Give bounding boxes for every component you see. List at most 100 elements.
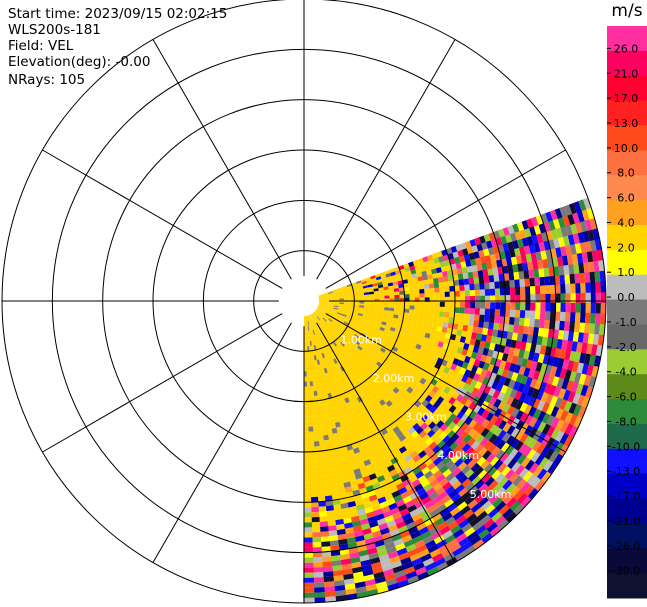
velocity-bin xyxy=(336,330,342,336)
velocity-bin xyxy=(313,334,317,340)
velocity-bin xyxy=(364,351,371,358)
velocity-bin xyxy=(321,325,326,331)
velocity-bin xyxy=(319,409,325,416)
velocity-bin xyxy=(307,406,312,412)
velocity-bin xyxy=(341,315,347,319)
velocity-bin xyxy=(345,465,354,472)
colorbar-tick-label: -4.0 xyxy=(615,366,636,379)
velocity-bin xyxy=(324,393,329,400)
velocity-bin xyxy=(421,433,431,443)
velocity-bin xyxy=(319,348,324,354)
velocity-bin xyxy=(453,279,460,287)
velocity-bin xyxy=(328,307,334,310)
velocity-bin xyxy=(354,473,363,480)
velocity-bin xyxy=(443,311,450,318)
velocity-bin xyxy=(389,295,395,299)
velocity-bin xyxy=(312,329,316,335)
velocity-bin xyxy=(309,476,317,483)
velocity-bin xyxy=(314,405,320,412)
velocity-bin xyxy=(324,298,330,300)
velocity-bin xyxy=(308,441,315,447)
velocity-bin xyxy=(313,344,317,351)
velocity-bin xyxy=(456,329,463,337)
velocity-bin xyxy=(461,361,469,370)
velocity-bin xyxy=(308,451,316,457)
colorbar-tick-label: -17.0 xyxy=(612,490,640,503)
velocity-bin xyxy=(467,271,474,279)
velocity-bin xyxy=(314,317,319,323)
velocity-bin xyxy=(344,343,351,350)
velocity-bin xyxy=(377,446,386,455)
velocity-bin xyxy=(347,433,355,440)
velocity-bin xyxy=(328,338,333,344)
velocity-bin xyxy=(361,316,368,320)
velocity-bin xyxy=(473,314,480,322)
velocity-bin xyxy=(367,339,374,345)
velocity-bin xyxy=(336,313,342,317)
velocity-bin xyxy=(363,305,370,309)
velocity-bin xyxy=(321,383,327,390)
velocity-bin xyxy=(373,288,379,292)
velocity-bin xyxy=(379,451,389,459)
velocity-bin xyxy=(312,313,317,318)
velocity-bin xyxy=(455,244,463,252)
velocity-bin xyxy=(350,426,358,434)
velocity-bin xyxy=(304,321,306,327)
velocity-bin xyxy=(334,333,340,339)
velocity-bin xyxy=(322,316,328,321)
velocity-bin xyxy=(369,393,377,401)
velocity-bin xyxy=(391,320,398,326)
velocity-bin xyxy=(322,308,328,312)
velocity-bin xyxy=(409,265,416,271)
velocity-bin xyxy=(333,293,339,296)
velocity-bin xyxy=(333,346,339,352)
velocity-bin xyxy=(327,290,333,294)
velocity-bin xyxy=(343,455,351,463)
velocity-bin xyxy=(324,340,329,347)
velocity-bin xyxy=(343,294,350,298)
velocity-bin xyxy=(475,257,482,266)
velocity-bin xyxy=(333,291,339,294)
velocity-bin xyxy=(449,291,455,298)
velocity-bin xyxy=(401,376,409,384)
velocity-bin xyxy=(408,261,415,268)
velocity-bin xyxy=(310,396,315,402)
velocity-bin xyxy=(323,409,329,415)
velocity-bin xyxy=(351,415,359,423)
velocity-bin xyxy=(326,350,331,357)
velocity-bin xyxy=(462,248,469,256)
velocity-bin xyxy=(389,304,395,309)
velocity-bin xyxy=(344,350,350,357)
velocity-bin xyxy=(352,375,359,382)
velocity-bin xyxy=(315,323,319,329)
velocity-bin xyxy=(333,305,339,308)
velocity-bin xyxy=(314,360,318,366)
colorbar-tick-label: 10.0 xyxy=(614,142,639,155)
velocity-bin xyxy=(386,276,393,281)
velocity-bin xyxy=(365,321,371,327)
velocity-bin xyxy=(465,259,472,268)
velocity-bin xyxy=(470,365,479,374)
velocity-bin xyxy=(316,481,324,487)
velocity-bin xyxy=(332,288,338,292)
velocity-bin xyxy=(323,303,329,306)
velocity-bin xyxy=(321,352,326,359)
velocity-bin xyxy=(311,416,317,422)
velocity-bin xyxy=(477,327,484,335)
velocity-bin xyxy=(323,323,328,328)
velocity-bin xyxy=(340,471,349,479)
velocity-bin xyxy=(483,321,490,330)
velocity-bin xyxy=(380,467,390,476)
velocity-bin xyxy=(481,262,488,271)
velocity-bin xyxy=(334,351,340,358)
velocity-bin xyxy=(311,314,315,319)
velocity-bin xyxy=(396,276,403,282)
velocity-bin xyxy=(378,309,385,314)
velocity-bin xyxy=(317,333,321,339)
velocity-bin xyxy=(309,314,313,320)
velocity-bin xyxy=(373,290,380,295)
velocity-bin xyxy=(424,306,430,312)
velocity-bin xyxy=(369,303,375,307)
velocity-bin xyxy=(315,364,319,371)
velocity-bin xyxy=(309,376,313,382)
